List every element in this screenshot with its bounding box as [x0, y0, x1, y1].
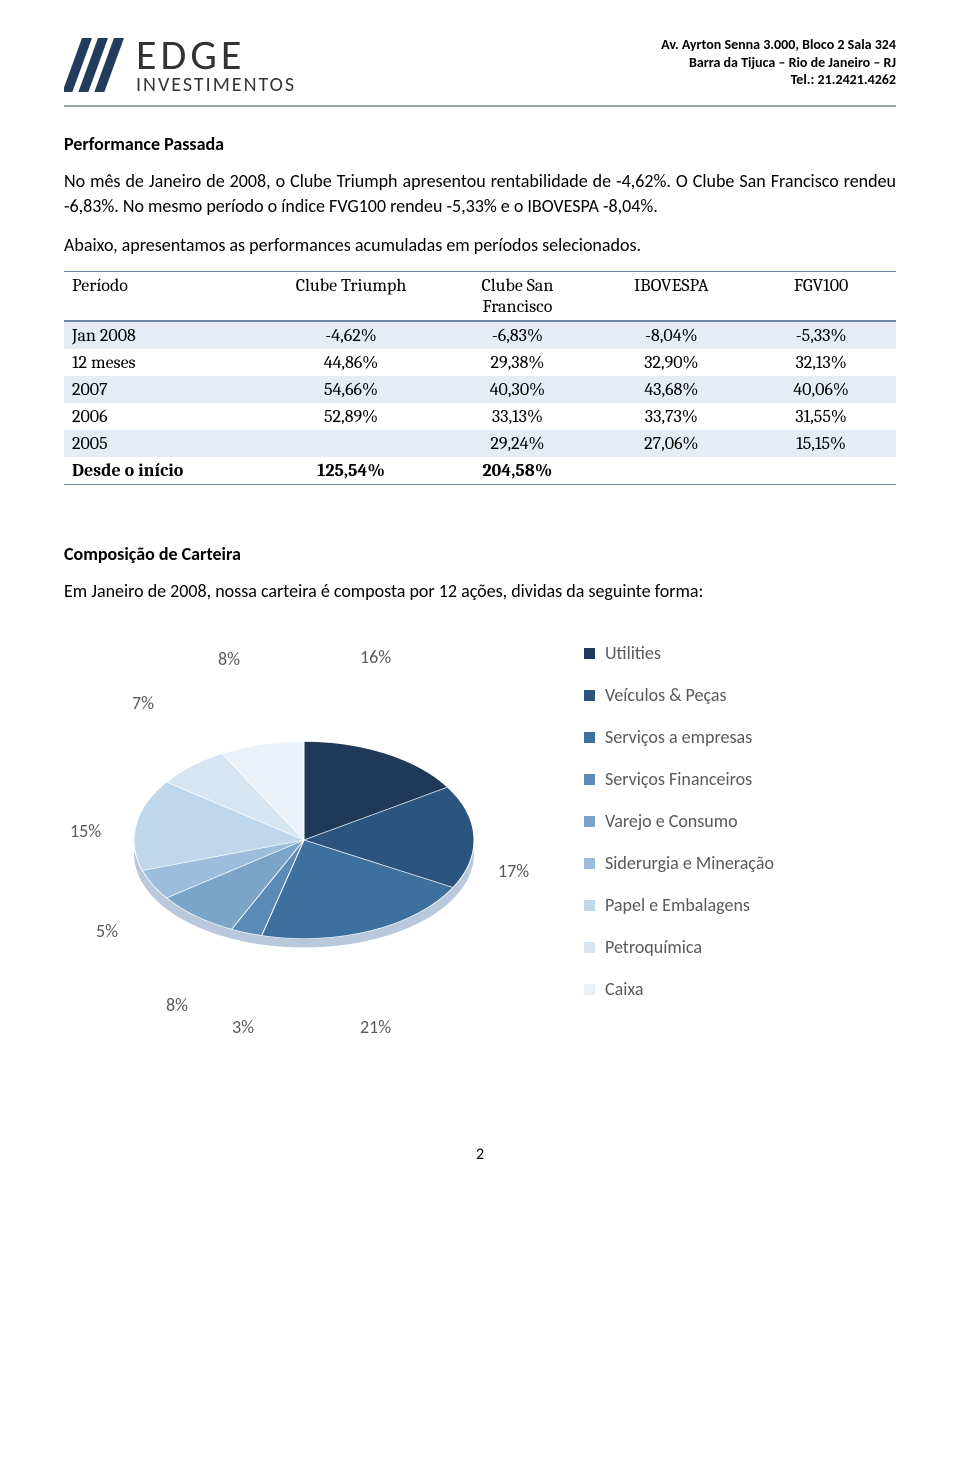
legend-swatch	[584, 816, 595, 827]
legend-item: Serviços Financeiros	[584, 768, 774, 790]
table-cell: 33,73%	[596, 403, 746, 430]
table-cell	[746, 457, 896, 485]
legend-label: Veículos & Peças	[605, 684, 727, 706]
pie-pct-label: 16%	[360, 646, 391, 668]
table-cell: 44,86%	[264, 349, 439, 376]
legend-label: Siderurgia e Mineração	[605, 852, 774, 874]
legend-label: Serviços a empresas	[605, 726, 752, 748]
legend-item: Utilities	[584, 642, 774, 664]
table-header: Período	[64, 272, 264, 322]
pie-pct-label: 17%	[498, 860, 529, 882]
legend-item: Varejo e Consumo	[584, 810, 774, 832]
performance-table: Período Clube Triumph Clube San Francisc…	[64, 271, 896, 485]
table-cell: 2005	[64, 430, 264, 457]
table-header: FGV100	[746, 272, 896, 322]
table-cell: 43,68%	[596, 376, 746, 403]
table-row: 200652,89%33,13%33,73%31,55%	[64, 403, 896, 430]
address-line: Av. Ayrton Senna 3.000, Bloco 2 Sala 324	[661, 36, 896, 54]
logo-text-top: EDGE	[136, 36, 296, 76]
legend-item: Veículos & Peças	[584, 684, 774, 706]
table-row: Desde o início125,54%204,58%	[64, 457, 896, 485]
header-address: Av. Ayrton Senna 3.000, Bloco 2 Sala 324…	[661, 36, 896, 89]
legend-swatch	[584, 648, 595, 659]
table-header: Clube San Francisco	[438, 272, 596, 322]
table-cell: 204,58%	[438, 457, 596, 485]
table-cell: 31,55%	[746, 403, 896, 430]
address-line: Barra da Tijuca – Rio de Janeiro – RJ	[661, 54, 896, 72]
table-row: 12 meses44,86%29,38%32,90%32,13%	[64, 349, 896, 376]
table-cell: -8,04%	[596, 321, 746, 349]
table-cell: 40,30%	[438, 376, 596, 403]
table-cell: 125,54%	[264, 457, 439, 485]
table-header: Clube Triumph	[264, 272, 439, 322]
table-cell: 54,66%	[264, 376, 439, 403]
legend-item: Caixa	[584, 978, 774, 1000]
table-row: 200754,66%40,30%43,68%40,06%	[64, 376, 896, 403]
legend-label: Serviços Financeiros	[605, 768, 752, 790]
legend-item: Petroquímica	[584, 936, 774, 958]
table-cell	[596, 457, 746, 485]
table-cell: 2006	[64, 403, 264, 430]
address-line: Tel.: 21.2421.4262	[661, 71, 896, 89]
page-header: EDGE INVESTIMENTOS Av. Ayrton Senna 3.00…	[64, 36, 896, 95]
legend-swatch	[584, 858, 595, 869]
section-title-composition: Composição de Carteira	[64, 543, 896, 565]
pie-pct-label: 21%	[360, 1016, 391, 1038]
legend-label: Caixa	[605, 978, 643, 1000]
pie-pct-label: 3%	[232, 1016, 254, 1038]
table-cell: Desde o início	[64, 457, 264, 485]
legend-swatch	[584, 984, 595, 995]
legend-swatch	[584, 690, 595, 701]
table-cell	[264, 430, 439, 457]
pie-legend: Utilities Veículos & Peças Serviços a empr…	[584, 642, 774, 1020]
legend-swatch	[584, 732, 595, 743]
table-cell: -5,33%	[746, 321, 896, 349]
table-cell: 33,13%	[438, 403, 596, 430]
pie-chart: 16% 17% 21% 3% 8% 5% 15% 7% 8%	[64, 630, 544, 1050]
pie-pct-label: 8%	[166, 994, 188, 1016]
table-cell: 27,06%	[596, 430, 746, 457]
pie-pct-label: 15%	[70, 820, 101, 842]
legend-swatch	[584, 774, 595, 785]
legend-item: Papel e Embalagens	[584, 894, 774, 916]
table-header: IBOVESPA	[596, 272, 746, 322]
page-number: 2	[64, 1145, 896, 1164]
legend-item: Serviços a empresas	[584, 726, 774, 748]
table-cell: -4,62%	[264, 321, 439, 349]
table-cell: 2007	[64, 376, 264, 403]
pie-pct-label: 5%	[96, 920, 118, 942]
logo: EDGE INVESTIMENTOS	[64, 36, 296, 95]
comp-paragraph: Em Janeiro de 2008, nossa carteira é com…	[64, 579, 896, 604]
legend-label: Utilities	[605, 642, 661, 664]
legend-label: Papel e Embalagens	[605, 894, 750, 916]
logo-stripes-icon	[64, 38, 126, 92]
header-rule	[64, 105, 896, 107]
section-title-performance: Performance Passada	[64, 133, 896, 155]
perf-paragraph-2: Abaixo, apresentamos as performances acu…	[64, 233, 896, 258]
table-cell: Jan 2008	[64, 321, 264, 349]
table-cell: -6,83%	[438, 321, 596, 349]
table-cell: 52,89%	[264, 403, 439, 430]
table-cell: 12 meses	[64, 349, 264, 376]
table-cell: 40,06%	[746, 376, 896, 403]
legend-label: Varejo e Consumo	[605, 810, 738, 832]
pie-pct-label: 8%	[218, 648, 240, 670]
legend-swatch	[584, 942, 595, 953]
logo-text-bottom: INVESTIMENTOS	[136, 76, 296, 95]
table-cell: 32,90%	[596, 349, 746, 376]
table-cell: 29,24%	[438, 430, 596, 457]
table-row: 2005 29,24%27,06%15,15%	[64, 430, 896, 457]
table-cell: 15,15%	[746, 430, 896, 457]
legend-label: Petroquímica	[605, 936, 702, 958]
pie-pct-label: 7%	[132, 692, 154, 714]
perf-paragraph-1: No mês de Janeiro de 2008, o Clube Trium…	[64, 169, 896, 219]
table-row: Jan 2008-4,62%-6,83%-8,04%-5,33%	[64, 321, 896, 349]
table-cell: 29,38%	[438, 349, 596, 376]
legend-swatch	[584, 900, 595, 911]
legend-item: Siderurgia e Mineração	[584, 852, 774, 874]
table-cell: 32,13%	[746, 349, 896, 376]
